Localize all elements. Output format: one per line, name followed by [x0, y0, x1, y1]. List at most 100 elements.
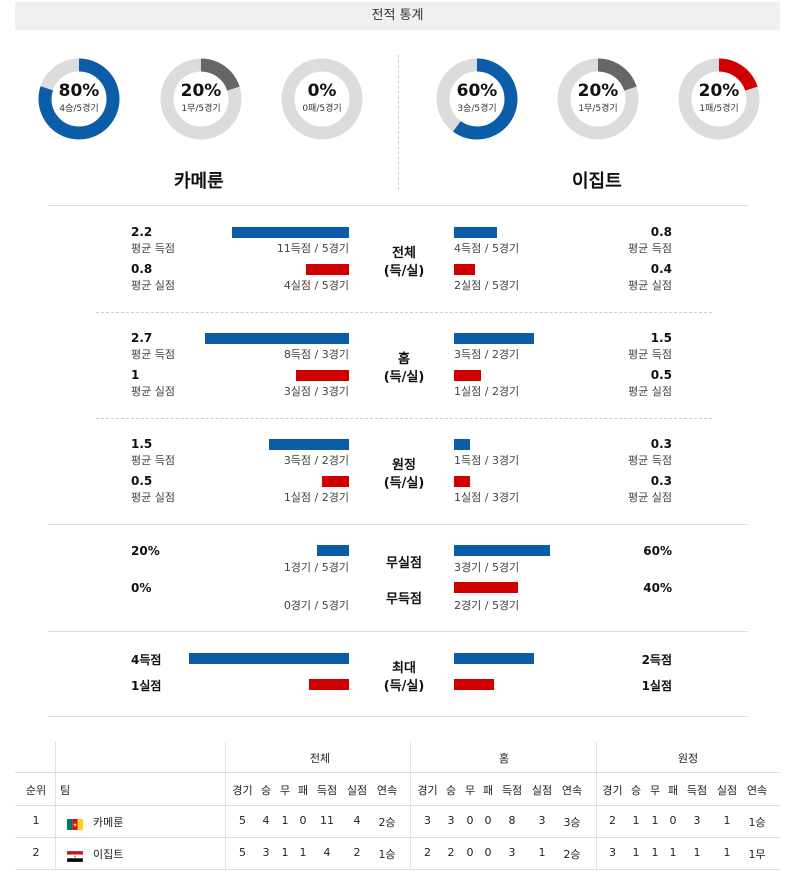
away-avg-against: 0.4 [650, 262, 672, 276]
table-cell: 3 [538, 814, 546, 827]
divider [96, 418, 712, 419]
away-wins-donut: 60% 3승/5경기 [435, 57, 519, 141]
table-cell: 5 [239, 846, 246, 859]
donut-arc [678, 58, 760, 140]
row-team-link[interactable]: 카메룬 [93, 816, 124, 829]
away-clean-count: 3경기 / 5경기 [454, 561, 520, 574]
home-clean-pct: 20% [131, 544, 160, 558]
home-noscore-pct: 0% [131, 581, 152, 595]
group-header-total: 전체 [309, 752, 331, 765]
home-for-bar [269, 439, 349, 450]
group-header-away: 원정 [677, 752, 699, 765]
away-avg-for: 0.8 [650, 225, 672, 239]
away-against-bar [454, 264, 475, 275]
home-against-count: 3실점 / 3경기 [283, 385, 349, 398]
home-avg-against: 0.5 [131, 474, 153, 488]
donut-percent: 20% [577, 81, 619, 101]
home-team-name: 카메룬 [174, 171, 224, 192]
away-for-bar [454, 439, 470, 450]
sub-header: 실점 [346, 784, 368, 797]
divider [48, 716, 748, 717]
group-header-home: 홈 [498, 752, 510, 765]
away-max-against-bar [454, 679, 494, 690]
donut-caption: 3승/5경기 [457, 104, 497, 114]
away-for-bar [454, 333, 534, 344]
donut-caption: 4승/5경기 [59, 104, 99, 114]
table-rule [15, 772, 780, 773]
table-cell: 1 [632, 846, 640, 859]
away-noscore-pct: 40% [643, 581, 672, 595]
home-avg-for-label: 평균 득점 [131, 348, 175, 361]
away-avg-against-label: 평균 실점 [628, 385, 672, 398]
home-for-bar [232, 227, 349, 238]
donut-arc [436, 58, 518, 140]
away-avg-for-label: 평균 득점 [628, 242, 672, 255]
home-clean-bar [317, 545, 349, 556]
table-cell: 2승 [378, 816, 396, 829]
away-team-name: 이집트 [572, 171, 622, 192]
table-cell: 1 [281, 846, 289, 859]
home-against-count: 1실점 / 2경기 [283, 491, 349, 504]
section-label: 최대 [392, 661, 416, 676]
away-against-count: 2실점 / 5경기 [454, 279, 520, 292]
col-team: 팀 [60, 784, 71, 797]
table-cell: 3 [424, 814, 431, 827]
sub-header: 연속 [746, 784, 768, 797]
section-sublabel: (득/실) [383, 679, 425, 694]
home-max-against: 1실점 [131, 679, 162, 693]
table-vrule [596, 742, 597, 869]
row-rank: 1 [32, 814, 40, 827]
table-cell: 0 [466, 814, 474, 827]
table-cell: 1 [723, 814, 731, 827]
home-max-for: 4득점 [131, 653, 162, 667]
home-avg-against: 0.8 [131, 262, 153, 276]
away-noscore-bar [454, 582, 518, 593]
section-label: 원정 [392, 458, 416, 473]
table-cell: 5 [239, 814, 246, 827]
cameroon-flag-icon [67, 815, 83, 830]
table-vrule [225, 742, 226, 869]
col-rank: 순위 [25, 784, 47, 797]
table-cell: 1 [632, 814, 640, 827]
sub-header: 실점 [531, 784, 553, 797]
donut-caption: 0패/5경기 [302, 104, 342, 114]
donut-track [281, 58, 363, 140]
table-cell: 2승 [563, 848, 581, 861]
section-sublabel: (득/실) [383, 370, 425, 385]
section-sublabel: (득/실) [383, 264, 425, 279]
table-cell: 2 [424, 846, 431, 859]
table-cell: 1 [693, 846, 701, 859]
away-for-count: 3득점 / 2경기 [454, 348, 520, 361]
table-cell: 3 [447, 814, 455, 827]
table-cell: 3 [609, 846, 616, 859]
divider [96, 312, 712, 313]
donut-percent: 60% [456, 81, 498, 101]
table-cell: 0 [484, 846, 492, 859]
away-avg-for-label: 평균 득점 [628, 348, 672, 361]
table-cell: 2 [353, 846, 361, 859]
home-for-count: 11득점 / 5경기 [276, 242, 349, 255]
table-cell: 4 [353, 814, 361, 827]
away-max-against: 1실점 [641, 679, 672, 693]
home-avg-for: 2.7 [131, 331, 153, 345]
table-vrule [55, 742, 56, 869]
sub-header: 경기 [602, 784, 623, 797]
table-rule [15, 805, 780, 806]
table-cell: 0 [299, 814, 307, 827]
home-against-count: 4실점 / 5경기 [283, 279, 349, 292]
sub-header: 득점 [686, 784, 708, 797]
home-avg-against-label: 평균 실점 [131, 385, 175, 398]
donut-caption: 1패/5경기 [699, 104, 739, 114]
row-team-link[interactable]: 이집트 [93, 848, 124, 861]
section-label: 전체 [392, 246, 416, 261]
sub-header: 경기 [232, 784, 253, 797]
away-draws-donut: 20% 1무/5경기 [556, 57, 640, 141]
home-against-bar [322, 476, 349, 487]
away-avg-for-label: 평균 득점 [628, 454, 672, 467]
table-rule [15, 837, 780, 838]
divider [48, 631, 748, 632]
table-cell: 4 [262, 814, 270, 827]
away-avg-against-label: 평균 실점 [628, 279, 672, 292]
home-against-bar [296, 370, 349, 381]
table-cell: 0 [466, 846, 474, 859]
